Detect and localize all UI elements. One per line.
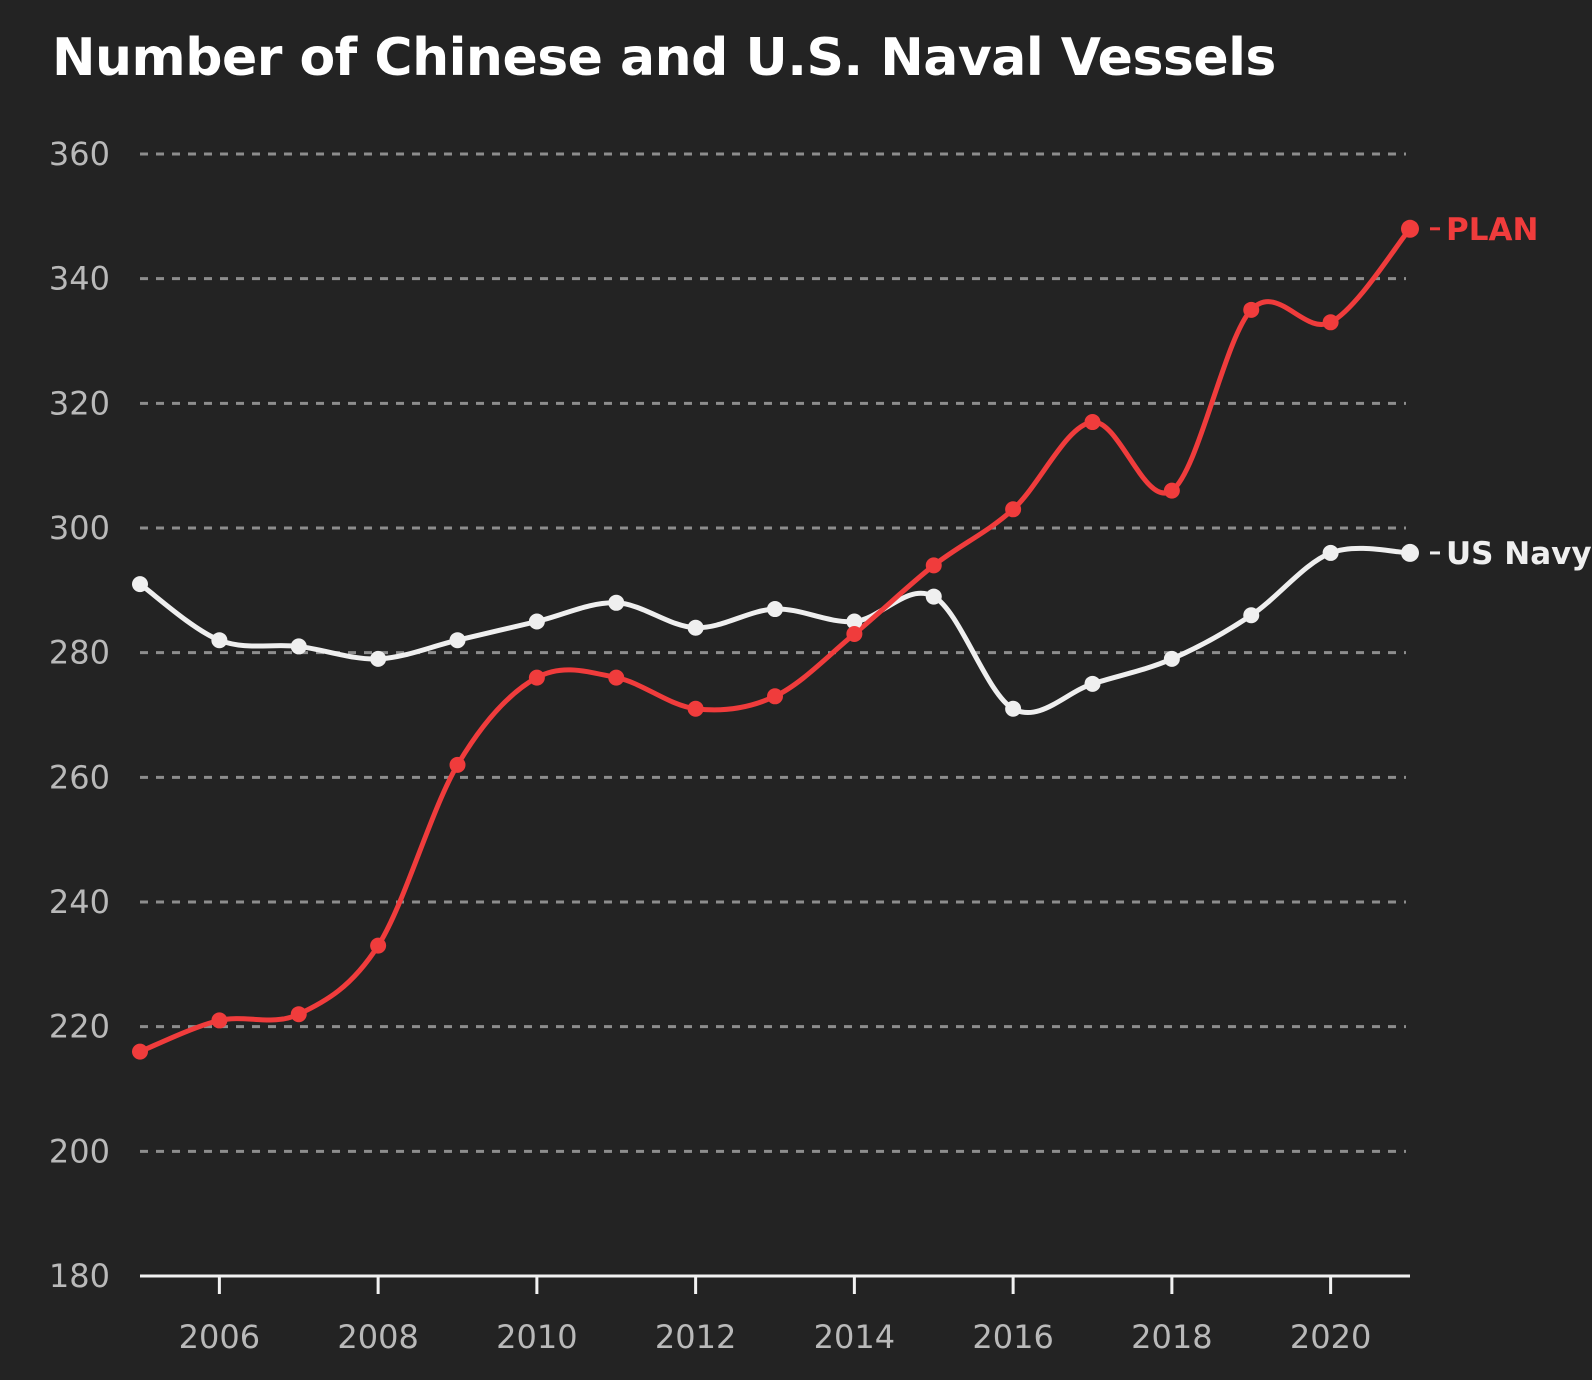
- y-tick-label: 240: [49, 883, 110, 921]
- x-tick-label: 2006: [179, 1318, 260, 1356]
- data-point-plan: [370, 937, 387, 954]
- data-point-us-navy: [290, 638, 307, 655]
- data-point-plan: [449, 756, 466, 773]
- axes: 180 200 220 240 260 280 300 320 340 360 2006 2008 20…: [49, 135, 1410, 1356]
- data-point-us-navy: [767, 601, 783, 618]
- data-point-us-navy: [1084, 675, 1101, 692]
- data-point-plan: [687, 700, 704, 717]
- series-labels: US Navy PLAN: [1430, 212, 1592, 572]
- y-tick-label: 360: [49, 135, 110, 173]
- series-label-us-navy: US Navy: [1446, 536, 1592, 572]
- series-lines: [137, 226, 1413, 1055]
- data-point-plan: [1163, 482, 1180, 499]
- data-point-us-navy: [1401, 543, 1419, 562]
- data-point-us-navy: [608, 594, 625, 611]
- data-point-plan: [1243, 301, 1260, 318]
- series-line-plan: [137, 226, 1413, 1055]
- data-point-plan: [290, 1006, 307, 1023]
- x-tick-label: 2020: [1290, 1318, 1371, 1356]
- data-point-us-navy: [132, 576, 148, 593]
- data-point-plan: [767, 688, 783, 705]
- data-point-us-navy: [449, 632, 466, 649]
- y-tick-label: 260: [49, 758, 110, 796]
- x-tick-label: 2014: [814, 1318, 895, 1356]
- chart-title: Number of Chinese and U.S. Naval Vessels: [52, 28, 1276, 88]
- data-point-us-navy: [925, 588, 942, 605]
- data-point-us-navy: [211, 632, 228, 649]
- series-line-us-navy: [137, 545, 1413, 716]
- data-point-us-navy: [370, 650, 387, 667]
- data-point-us-navy: [1322, 544, 1339, 561]
- gridlines: [140, 152, 1406, 1153]
- data-point-plan: [925, 557, 942, 574]
- data-point-us-navy: [1163, 650, 1180, 667]
- x-tick-label: 2016: [972, 1318, 1053, 1356]
- y-tick-label: 180: [49, 1257, 110, 1295]
- data-point-plan: [1401, 219, 1419, 238]
- data-point-plan: [1005, 501, 1022, 518]
- x-tick-label: 2010: [496, 1318, 577, 1356]
- y-tick-label: 220: [49, 1008, 110, 1046]
- x-tick-label: 2008: [337, 1318, 418, 1356]
- data-point-us-navy: [1005, 700, 1022, 717]
- data-point-plan: [528, 669, 545, 686]
- data-point-plan: [846, 625, 863, 642]
- data-point-us-navy: [1243, 607, 1260, 624]
- y-tick-label: 280: [49, 634, 110, 672]
- y-tick-label: 340: [49, 260, 110, 298]
- data-point-plan: [1322, 314, 1339, 331]
- data-point-us-navy: [687, 619, 704, 636]
- y-tick-label: 300: [49, 509, 110, 547]
- data-point-plan: [608, 669, 625, 686]
- y-tick-label: 320: [49, 384, 110, 422]
- data-point-plan: [1084, 414, 1101, 431]
- series-label-plan: PLAN: [1446, 212, 1538, 248]
- x-tick-label: 2012: [655, 1318, 736, 1356]
- x-tick-label: 2018: [1131, 1318, 1212, 1356]
- data-point-us-navy: [846, 613, 863, 630]
- y-tick-label: 200: [49, 1132, 110, 1170]
- data-point-plan: [132, 1043, 148, 1060]
- data-point-plan: [211, 1012, 228, 1029]
- data-points: [132, 219, 1419, 1060]
- data-point-us-navy: [528, 613, 545, 630]
